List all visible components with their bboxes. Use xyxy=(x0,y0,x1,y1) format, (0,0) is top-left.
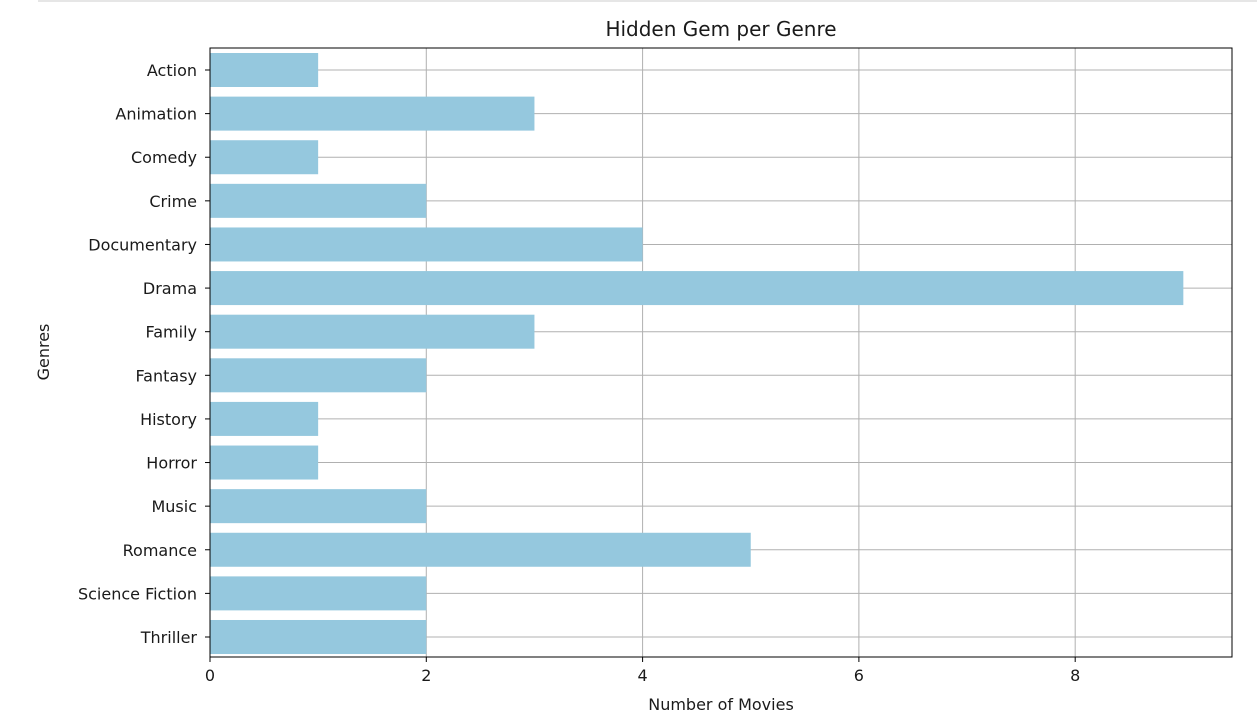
bar xyxy=(210,96,535,131)
y-tick-label: Fantasy xyxy=(135,366,197,385)
x-tick-label: 0 xyxy=(205,666,215,685)
y-tick-label: Music xyxy=(151,497,197,516)
x-tick-label: 2 xyxy=(421,666,431,685)
bar xyxy=(210,401,319,436)
y-tick-label: Documentary xyxy=(88,235,197,254)
y-tick-label: Romance xyxy=(123,541,197,560)
chart-title: Hidden Gem per Genre xyxy=(605,17,836,41)
bar xyxy=(210,576,427,611)
y-tick-label: Action xyxy=(147,61,197,80)
y-tick-label: Drama xyxy=(143,279,197,298)
x-axis-title: Number of Movies xyxy=(648,695,794,714)
bar xyxy=(210,140,319,175)
y-tick-label: Thriller xyxy=(140,628,198,647)
bar xyxy=(210,183,427,218)
bar xyxy=(210,619,427,654)
y-axis-ticks: Action Animation Comedy Crime Documentary Dra… xyxy=(78,61,210,647)
y-tick-label: Crime xyxy=(149,192,197,211)
y-tick-label: History xyxy=(140,410,197,429)
bar xyxy=(210,532,751,567)
y-tick-label: Family xyxy=(146,323,197,342)
bar xyxy=(210,358,427,393)
bars xyxy=(210,53,1184,654)
y-tick-label: Horror xyxy=(146,454,197,473)
y-tick-label: Animation xyxy=(115,105,197,124)
x-tick-label: 8 xyxy=(1070,666,1080,685)
bar xyxy=(210,489,427,524)
x-axis-ticks: 0 2 4 6 8 xyxy=(205,657,1080,685)
x-tick-label: 4 xyxy=(637,666,647,685)
top-divider xyxy=(38,0,1257,2)
x-tick-label: 6 xyxy=(854,666,864,685)
plot-frame xyxy=(209,47,1233,658)
y-axis-title: Genres xyxy=(34,324,53,381)
bar xyxy=(210,53,319,87)
y-tick-label: Science Fiction xyxy=(78,584,197,603)
y-tick-label: Comedy xyxy=(131,148,197,167)
bar xyxy=(210,314,535,349)
bar xyxy=(210,227,643,262)
bar xyxy=(210,445,319,480)
bar xyxy=(210,271,1184,306)
